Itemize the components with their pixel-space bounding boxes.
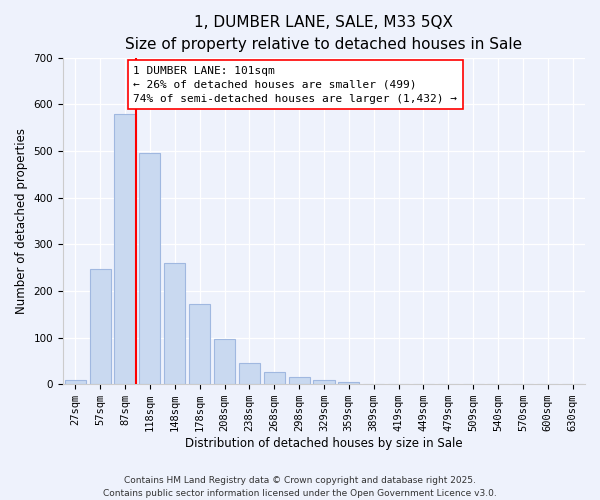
Bar	[139, 153, 160, 384]
Bar	[189, 304, 210, 384]
X-axis label: Distribution of detached houses by size in Sale: Distribution of detached houses by size …	[185, 437, 463, 450]
Text: Contains HM Land Registry data © Crown copyright and database right 2025.
Contai: Contains HM Land Registry data © Crown c…	[103, 476, 497, 498]
Title: 1, DUMBER LANE, SALE, M33 5QX
Size of property relative to detached houses in Sa: 1, DUMBER LANE, SALE, M33 5QX Size of pr…	[125, 15, 523, 52]
Bar	[313, 380, 335, 384]
Bar	[338, 382, 359, 384]
Text: 1 DUMBER LANE: 101sqm
← 26% of detached houses are smaller (499)
74% of semi-det: 1 DUMBER LANE: 101sqm ← 26% of detached …	[133, 66, 457, 104]
Bar	[263, 372, 285, 384]
Y-axis label: Number of detached properties: Number of detached properties	[15, 128, 28, 314]
Bar	[239, 363, 260, 384]
Bar	[89, 269, 111, 384]
Bar	[65, 380, 86, 384]
Bar	[164, 263, 185, 384]
Bar	[115, 114, 136, 384]
Bar	[289, 377, 310, 384]
Bar	[214, 340, 235, 384]
